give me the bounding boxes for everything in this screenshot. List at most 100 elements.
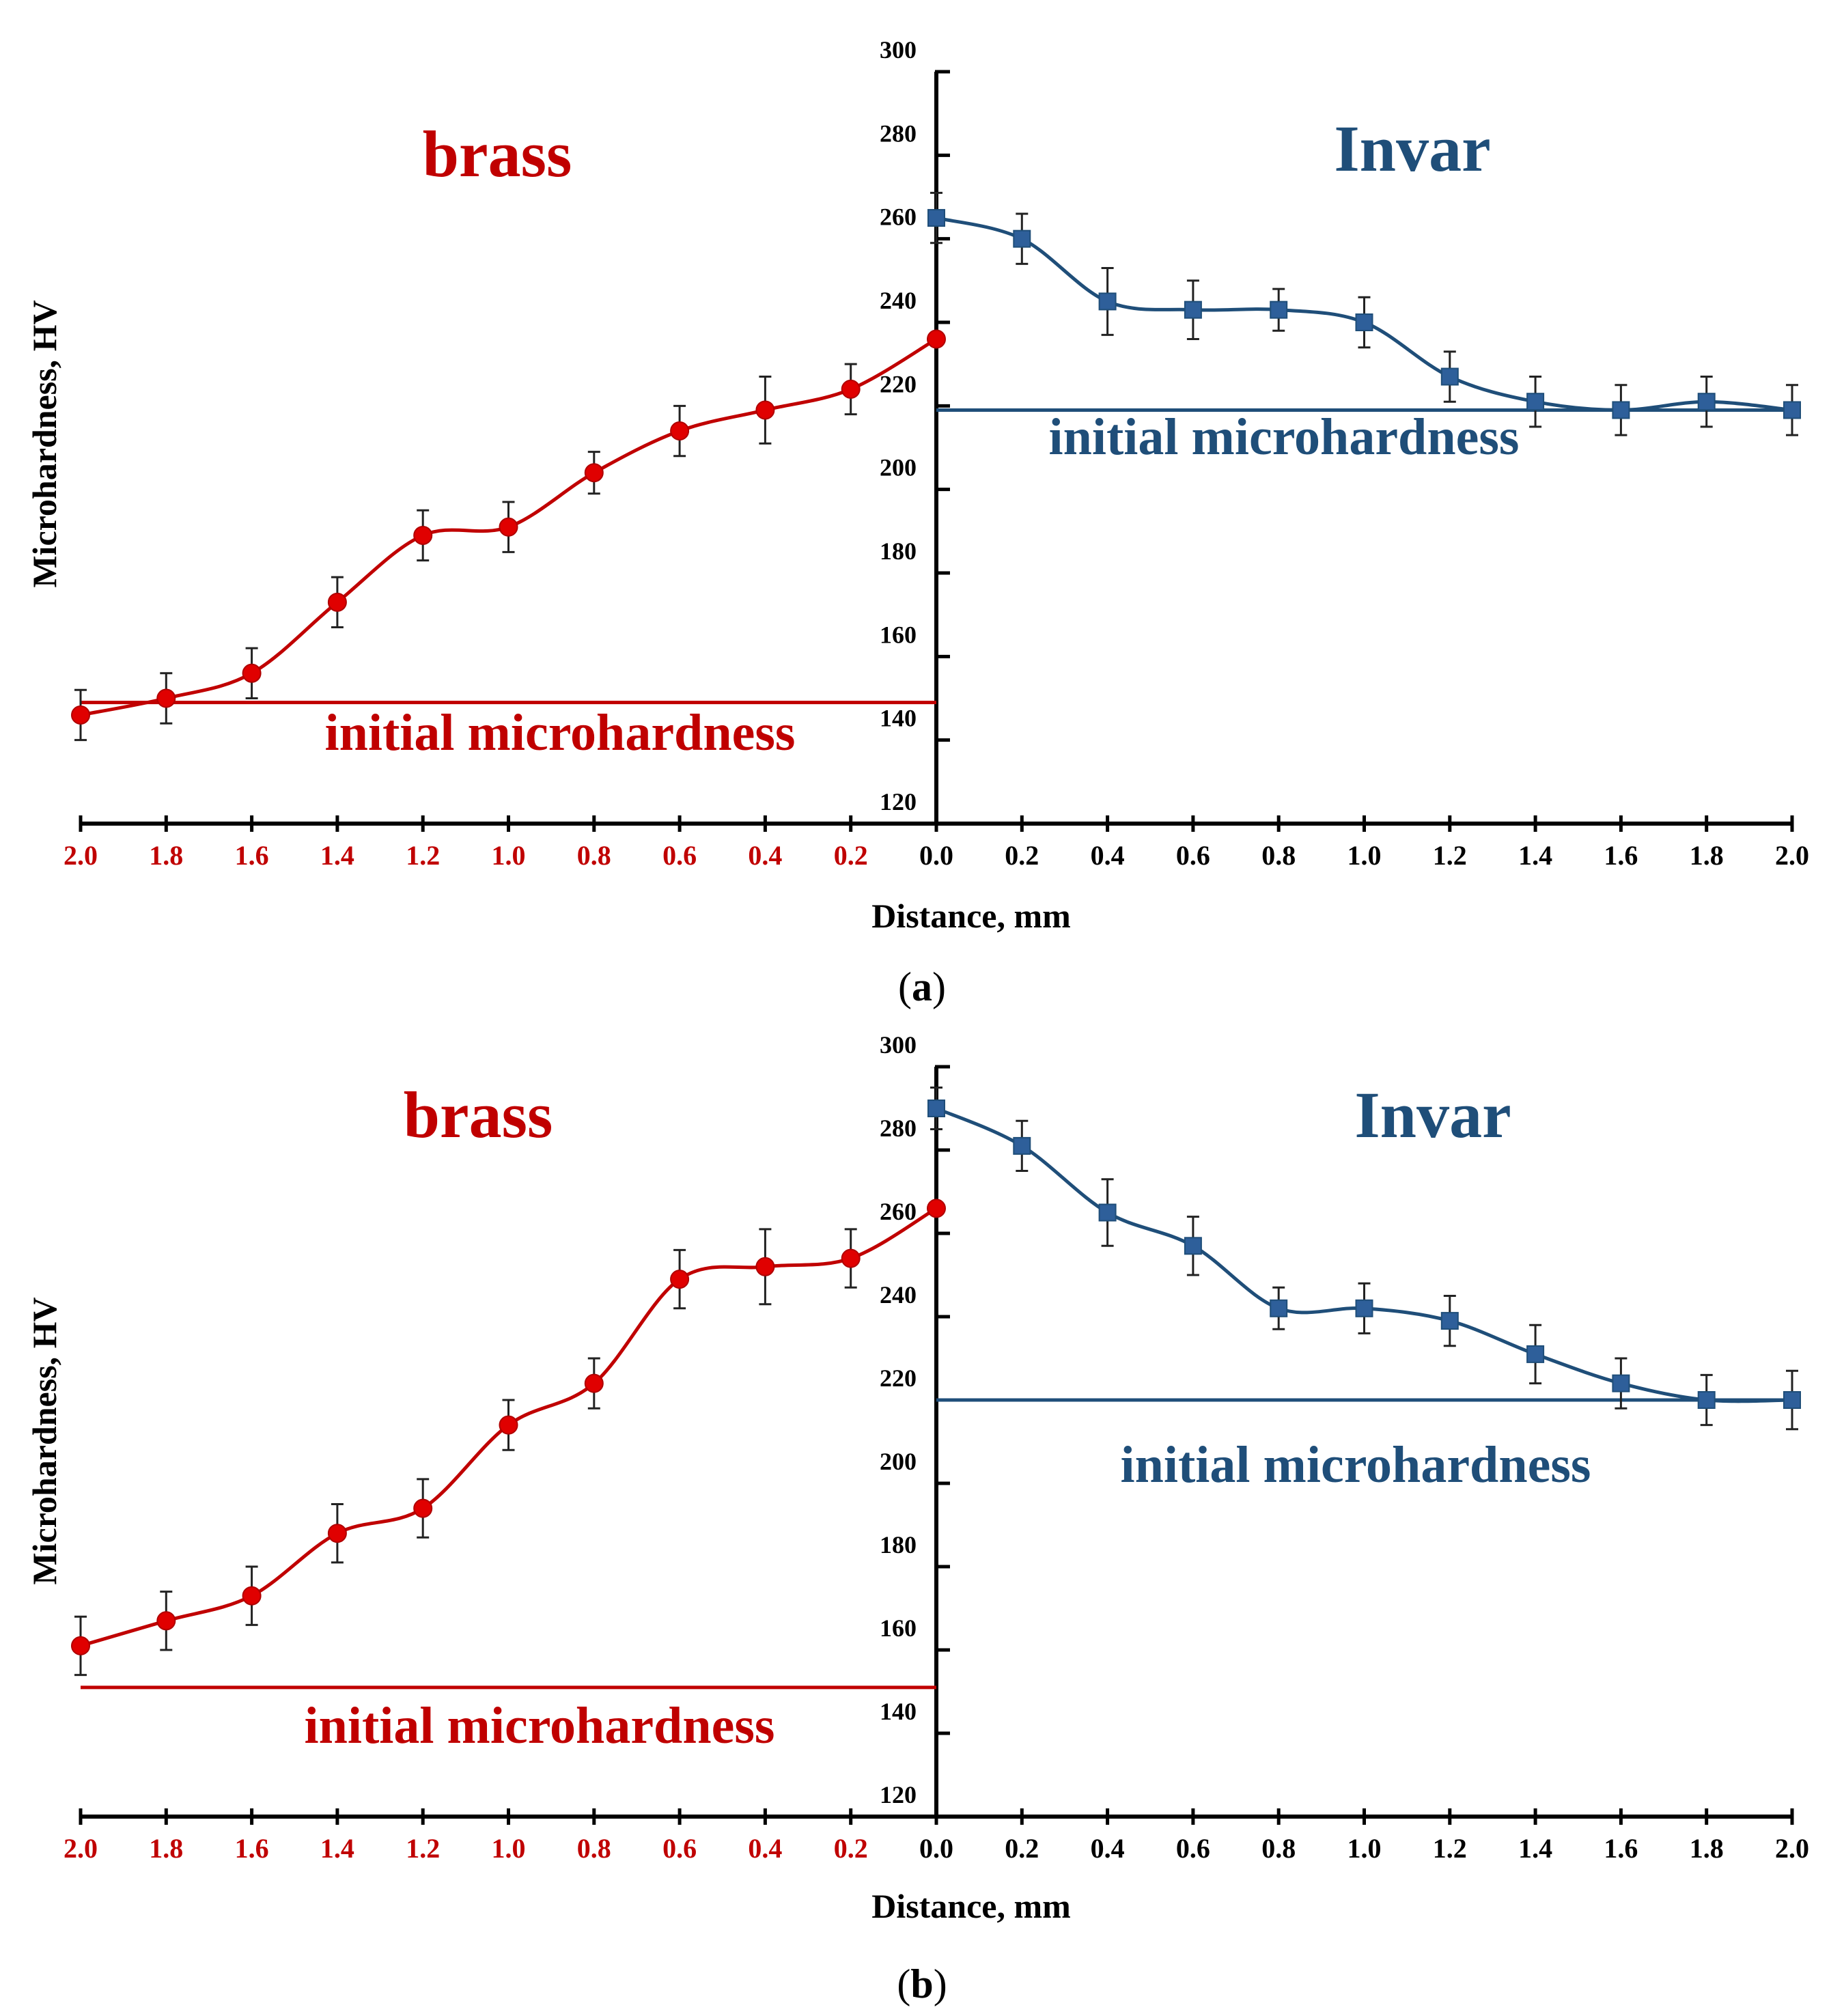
x-tick-label-brass: 0.6 bbox=[662, 1833, 697, 1864]
data-point-invar bbox=[1783, 401, 1801, 419]
y-tick-label: 240 bbox=[880, 287, 917, 314]
x-tick-label-invar: 2.0 bbox=[1775, 1833, 1809, 1864]
x-tick-label-brass: 0.6 bbox=[662, 840, 697, 871]
y-axis-title: Microhardness, HV bbox=[25, 300, 64, 587]
series-line-invar bbox=[935, 1106, 1793, 1403]
initial-label-invar: initial microhardness bbox=[1121, 1436, 1591, 1494]
x-tick-label-invar: 1.0 bbox=[1347, 840, 1382, 871]
data-point-brass bbox=[841, 379, 861, 399]
data-point-brass bbox=[499, 1415, 518, 1435]
y-tick-label: 220 bbox=[880, 370, 917, 397]
y-tick-label: 300 bbox=[880, 36, 917, 64]
x-tick-label-brass: 1.8 bbox=[149, 1833, 183, 1864]
data-point-brass bbox=[327, 1524, 347, 1543]
y-tick-label: 260 bbox=[880, 1198, 917, 1225]
x-axis-title: Distance, mm bbox=[871, 1887, 1071, 1925]
data-point-brass bbox=[327, 592, 347, 612]
x-tick-label-invar: 2.0 bbox=[1775, 840, 1809, 871]
x-tick-label-invar: 0.4 bbox=[1091, 1833, 1125, 1864]
brass-title: brass bbox=[423, 117, 572, 191]
y-tick-label: 200 bbox=[880, 454, 917, 481]
x-tick-label-invar: 0.0 bbox=[919, 1833, 953, 1864]
x-tick-label-brass: 1.2 bbox=[406, 840, 440, 871]
data-point-invar bbox=[1783, 1391, 1801, 1409]
y-tick-label: 260 bbox=[880, 204, 917, 231]
data-point-invar bbox=[1184, 1237, 1202, 1255]
data-point-invar bbox=[1526, 393, 1545, 411]
x-tick-label-brass: 2.0 bbox=[64, 1833, 98, 1864]
x-tick-label-invar: 1.6 bbox=[1604, 840, 1638, 871]
y-tick-label: 120 bbox=[880, 1781, 917, 1808]
y-tick-label: 280 bbox=[880, 120, 917, 147]
data-point-brass bbox=[841, 1248, 861, 1268]
data-point-invar bbox=[1013, 229, 1031, 248]
x-axis-title: Distance, mm bbox=[871, 897, 1071, 935]
x-tick-label-brass: 1.2 bbox=[406, 1833, 440, 1864]
x-tick-label-invar: 0.6 bbox=[1176, 1833, 1210, 1864]
x-tick-label-invar: 1.2 bbox=[1433, 840, 1467, 871]
panel-label: (b) bbox=[897, 1961, 947, 2006]
x-tick-label-invar: 0.8 bbox=[1261, 840, 1296, 871]
y-tick-label: 200 bbox=[880, 1448, 917, 1475]
data-point-brass bbox=[242, 663, 262, 683]
chart-panel-a: 120 140 160 180 200 220 240 260 280 300 2.0 1.8 1.6 1… bbox=[25, 36, 1809, 1009]
data-point-brass bbox=[156, 1611, 176, 1631]
data-point-brass bbox=[71, 705, 90, 725]
y-tick-label: 220 bbox=[880, 1364, 917, 1392]
x-tick-label-invar: 0.0 bbox=[919, 840, 953, 871]
x-tick-label-brass: 1.8 bbox=[149, 840, 183, 871]
data-point-invar bbox=[1697, 1391, 1716, 1409]
data-point-invar bbox=[927, 1100, 945, 1117]
data-point-brass bbox=[927, 329, 946, 349]
x-tick-label-brass: 0.4 bbox=[748, 1833, 782, 1864]
x-tick-label-brass: 2.0 bbox=[64, 840, 98, 871]
data-point-brass bbox=[755, 1257, 775, 1276]
y-tick-label: 140 bbox=[880, 1698, 917, 1725]
invar-title: Invar bbox=[1334, 112, 1490, 185]
data-point-brass bbox=[413, 525, 433, 545]
y-tick-label: 120 bbox=[880, 788, 917, 815]
x-tick-label-invar: 1.0 bbox=[1347, 1833, 1382, 1864]
data-point-invar bbox=[1697, 393, 1716, 411]
initial-label-brass: initial microhardness bbox=[305, 1697, 775, 1754]
data-point-invar bbox=[1355, 313, 1373, 331]
y-axis-title: Microhardness, HV bbox=[25, 1297, 64, 1584]
x-tick-label-brass: 1.0 bbox=[492, 840, 526, 871]
y-tick-label: 300 bbox=[880, 1031, 917, 1059]
data-point-brass bbox=[242, 1586, 262, 1606]
x-tick-label-invar: 1.6 bbox=[1604, 1833, 1638, 1864]
data-point-invar bbox=[1612, 1374, 1630, 1392]
x-tick-label-invar: 1.8 bbox=[1690, 1833, 1724, 1864]
x-tick-label-invar: 0.2 bbox=[1005, 840, 1039, 871]
x-tick-label-invar: 1.2 bbox=[1433, 1833, 1467, 1864]
y-tick-label: 180 bbox=[880, 1531, 917, 1558]
data-point-brass bbox=[755, 400, 775, 420]
y-tick-label: 180 bbox=[880, 537, 917, 565]
x-tick-label-brass: 1.4 bbox=[320, 840, 354, 871]
y-tick-label: 240 bbox=[880, 1281, 917, 1308]
data-point-brass bbox=[156, 688, 176, 708]
initial-label-invar: initial microhardness bbox=[1049, 408, 1520, 466]
data-point-brass bbox=[584, 1373, 604, 1393]
data-point-brass bbox=[927, 1199, 946, 1218]
x-tick-label-brass: 1.6 bbox=[235, 840, 269, 871]
data-point-invar bbox=[1612, 401, 1630, 419]
data-point-invar bbox=[1440, 367, 1459, 386]
x-tick-label-invar: 1.4 bbox=[1518, 1833, 1552, 1864]
data-point-invar bbox=[1098, 292, 1117, 311]
data-point-invar bbox=[927, 209, 945, 227]
initial-label-brass: initial microhardness bbox=[325, 704, 796, 761]
data-point-invar bbox=[1270, 1299, 1288, 1317]
x-tick-label-invar: 0.6 bbox=[1176, 840, 1210, 871]
y-tick-label: 160 bbox=[880, 1614, 917, 1642]
data-point-brass bbox=[413, 1498, 433, 1518]
data-point-invar bbox=[1098, 1203, 1117, 1222]
x-tick-label-brass: 1.6 bbox=[235, 1833, 269, 1864]
data-point-brass bbox=[71, 1636, 90, 1655]
data-point-invar bbox=[1270, 300, 1288, 319]
data-point-invar bbox=[1526, 1345, 1545, 1363]
data-point-brass bbox=[670, 1270, 690, 1289]
x-tick-label-brass: 0.2 bbox=[834, 840, 868, 871]
panel-label: (a) bbox=[898, 964, 946, 1009]
